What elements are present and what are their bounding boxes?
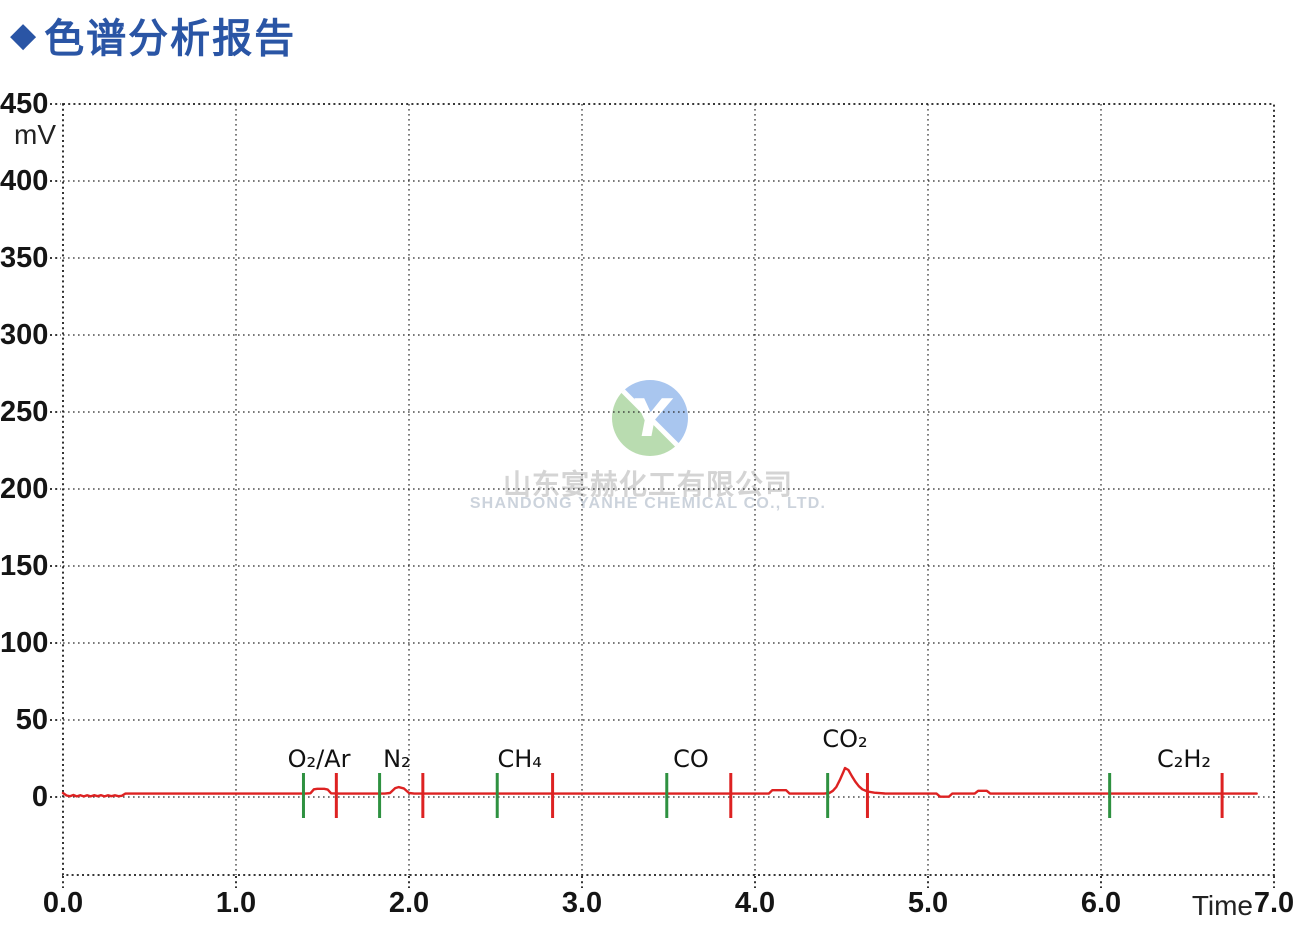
diamond-icon: ◆ [10,15,37,55]
plot-border [62,103,1275,876]
report-header: ◆ 色谱分析报告 [10,6,296,64]
page-title: 色谱分析报告 [44,16,297,62]
chromatogram-trace [61,766,1258,798]
